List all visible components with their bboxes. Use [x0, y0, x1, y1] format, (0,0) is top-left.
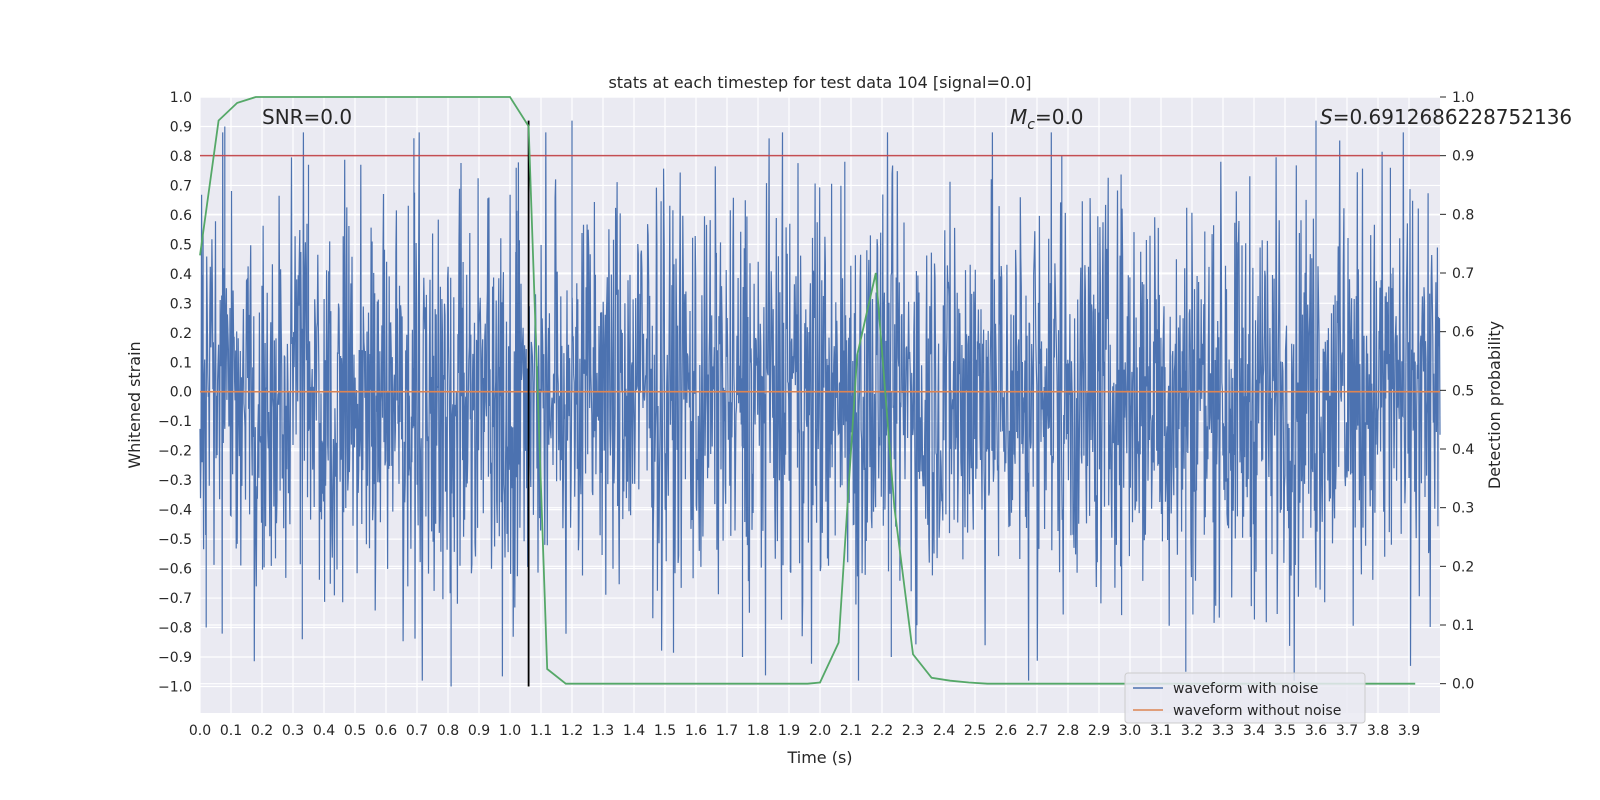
x-tick-label: 3.1 — [1150, 723, 1172, 739]
y2-tick-label: 0.4 — [1452, 442, 1474, 458]
series-waveform-with-noise — [199, 120, 1441, 687]
x-tick-label: 2.5 — [964, 723, 986, 739]
chirp-mass-annotation: Mc=0.0 — [1010, 105, 1084, 133]
y-tick-label: −0.7 — [158, 591, 192, 607]
y2-tick-label: 0.0 — [1452, 677, 1474, 693]
score-annotation: S=0.6912686228752136 — [1320, 105, 1572, 129]
y-tick-label: 0.7 — [170, 178, 192, 194]
y-tick-label: 0.1 — [170, 355, 192, 371]
x-tick-label: 3.3 — [1212, 723, 1234, 739]
x-tick-label: 3.8 — [1367, 723, 1389, 739]
x-tick-label: 0.4 — [313, 723, 335, 739]
x-tick-label: 3.4 — [1243, 723, 1265, 739]
y2-tick-label: 0.1 — [1452, 618, 1474, 634]
x-tick-label: 2.3 — [902, 723, 924, 739]
x-tick-label: 2.0 — [809, 723, 831, 739]
y-tick-label: −0.5 — [158, 532, 192, 548]
y-tick-label: 0.9 — [170, 119, 192, 135]
x-tick-label: 3.7 — [1336, 723, 1358, 739]
legend: waveform with noise waveform without noi… — [1124, 672, 1366, 724]
x-tick-label: 1.0 — [499, 723, 521, 739]
y2-tick-label: 0.9 — [1452, 149, 1474, 165]
y-tick-label: 0.2 — [170, 326, 192, 342]
x-tick-label: 2.1 — [840, 723, 862, 739]
y2-axis-label: Detection probability — [1485, 321, 1504, 489]
mc-value: =0.0 — [1035, 105, 1084, 129]
y2-tick-label: 0.3 — [1452, 501, 1474, 517]
y-tick-label: 0.4 — [170, 267, 192, 283]
x-tick-label: 3.6 — [1305, 723, 1327, 739]
y2-tick-label: 1.0 — [1452, 90, 1474, 106]
mc-symbol: M — [1010, 105, 1027, 129]
mc-subscript: c — [1027, 117, 1035, 133]
y-tick-label: 0.3 — [170, 296, 192, 312]
x-axis-label: Time (s) — [786, 748, 852, 767]
chart-title: stats at each timestep for test data 104… — [608, 73, 1031, 92]
x-tick-label: 1.4 — [623, 723, 645, 739]
snr-annotation: SNR=0.0 — [262, 105, 352, 129]
x-tick-label: 3.2 — [1181, 723, 1203, 739]
legend-label-noise: waveform with noise — [1173, 681, 1318, 697]
y-tick-label: 1.0 — [170, 90, 192, 106]
x-tick-label: 0.8 — [437, 723, 459, 739]
x-tick-label: 1.1 — [530, 723, 552, 739]
x-tick-label: 2.6 — [995, 723, 1017, 739]
y-tick-label: 0.5 — [170, 237, 192, 253]
x-tick-label: 0.9 — [468, 723, 490, 739]
x-tick-label: 0.0 — [189, 723, 211, 739]
x-tick-label: 1.5 — [654, 723, 676, 739]
y-tick-label: −0.4 — [158, 503, 192, 519]
x-tick-label: 0.1 — [220, 723, 242, 739]
s-symbol: S — [1320, 105, 1333, 129]
y2-tick-label: 0.6 — [1452, 325, 1474, 341]
y-tick-label: −0.1 — [158, 414, 192, 430]
x-tick-label: 2.8 — [1057, 723, 1079, 739]
y2-tick-label: 0.7 — [1452, 266, 1474, 282]
y-tick-label: −0.2 — [158, 444, 192, 460]
x-tick-label: 2.2 — [871, 723, 893, 739]
y-axis-label: Whitened strain — [125, 341, 144, 468]
x-tick-label: 0.3 — [282, 723, 304, 739]
x-tick-label: 3.0 — [1119, 723, 1141, 739]
y-tick-label: −0.6 — [158, 562, 192, 578]
y-tick-label: 0.6 — [170, 208, 192, 224]
y-tick-label: −0.8 — [158, 621, 192, 637]
y2-tick-label: 0.5 — [1452, 383, 1474, 399]
x-tick-label: 1.7 — [716, 723, 738, 739]
legend-box — [1124, 672, 1366, 724]
y-tick-label: −0.3 — [158, 473, 192, 489]
x-tick-label: 3.9 — [1398, 723, 1420, 739]
x-tick-label: 2.9 — [1088, 723, 1110, 739]
x-tick-label: 2.4 — [933, 723, 955, 739]
x-tick-label: 2.7 — [1026, 723, 1048, 739]
ticks: 0.0 0.1 0.2 0.3 0.4 0.5 0.6 0.7 0.8 0.9 1.0 1.1 1.2 1… — [158, 90, 1474, 739]
x-tick-label: 1.6 — [685, 723, 707, 739]
x-tick-label: 3.5 — [1274, 723, 1296, 739]
s-value: =0.6912686228752136 — [1333, 105, 1572, 129]
x-tick-label: 0.6 — [375, 723, 397, 739]
y-tick-label: 0.0 — [170, 385, 192, 401]
x-tick-label: 0.2 — [251, 723, 273, 739]
x-tick-label: 1.8 — [747, 723, 769, 739]
x-tick-label: 1.9 — [778, 723, 800, 739]
y-tick-label: −0.9 — [158, 650, 192, 666]
legend-label-clean: waveform without noise — [1173, 703, 1341, 719]
x-tick-label: 0.5 — [344, 723, 366, 739]
y-tick-label: 0.8 — [170, 149, 192, 165]
x-tick-label: 1.2 — [561, 723, 583, 739]
y-tick-label: −1.0 — [158, 679, 192, 695]
x-tick-label: 0.7 — [406, 723, 428, 739]
x-tick-label: 1.3 — [592, 723, 614, 739]
y2-tick-label: 0.8 — [1452, 207, 1474, 223]
y2-tick-label: 0.2 — [1452, 559, 1474, 575]
